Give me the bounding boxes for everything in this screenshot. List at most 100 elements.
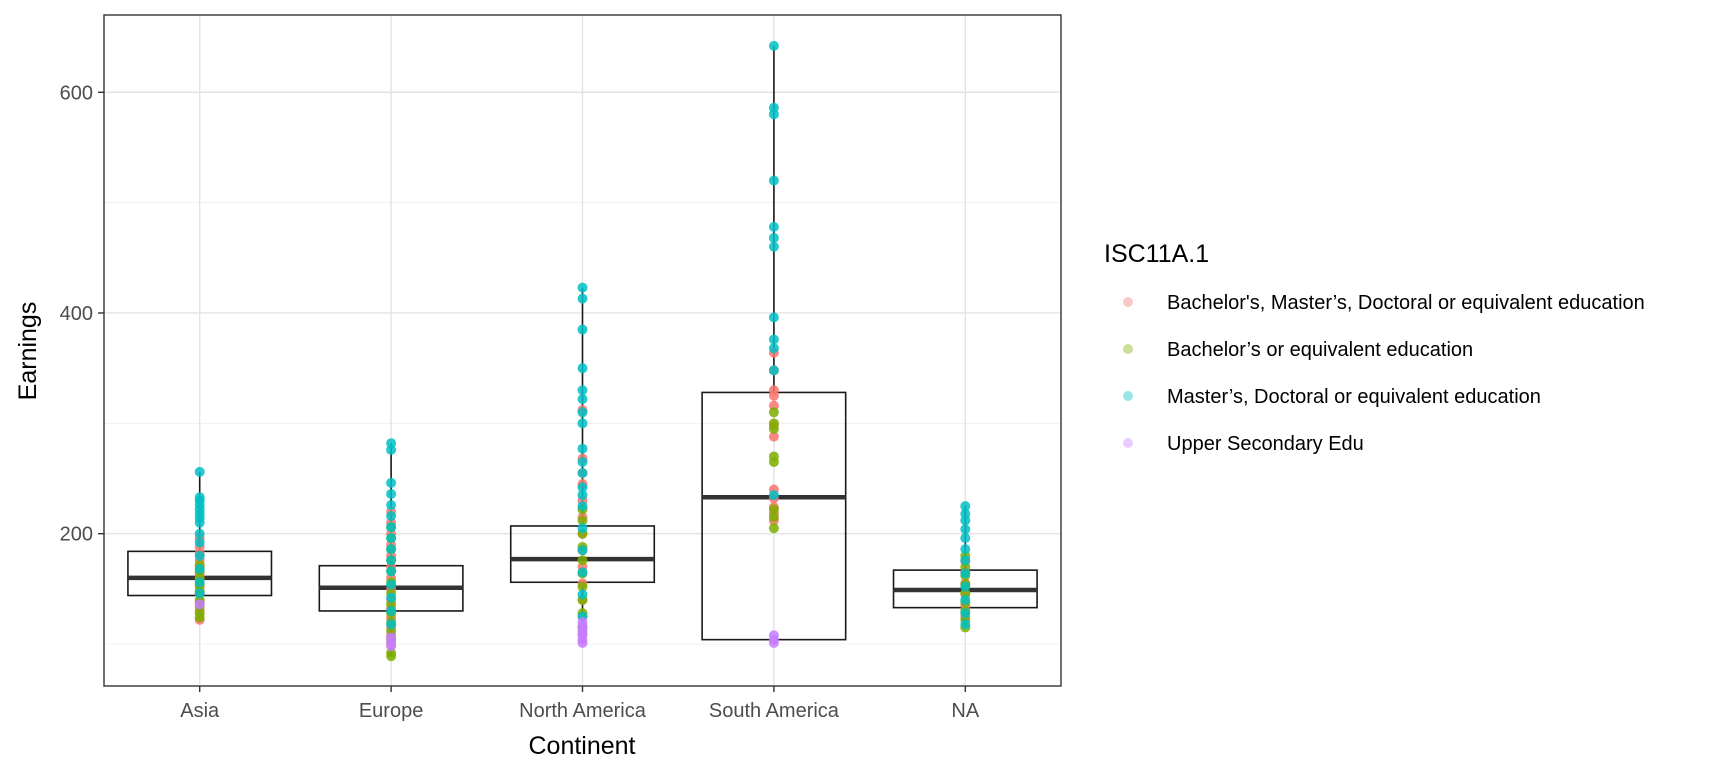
data-point	[768, 512, 779, 523]
x-tick-label: NA	[951, 700, 979, 722]
data-point	[960, 501, 971, 512]
data-point	[577, 545, 588, 556]
data-point	[194, 564, 205, 575]
data-point	[194, 537, 205, 548]
data-point	[386, 579, 397, 590]
axis-layer: 200 400 600 Asia Europe North America South Am…	[60, 14, 1062, 722]
data-point	[768, 175, 779, 186]
data-point	[768, 523, 779, 534]
legend-entry: Upper Secondary Edu	[1123, 433, 1364, 455]
data-point	[194, 528, 205, 539]
data-point	[194, 466, 205, 477]
data-point	[960, 568, 971, 579]
legend-label: Master’s, Doctoral or equivalent educati…	[1167, 386, 1541, 408]
data-point	[960, 594, 971, 605]
data-point	[386, 438, 397, 449]
data-point	[768, 630, 779, 641]
data-point	[577, 523, 588, 534]
y-tick-label: 400	[60, 303, 93, 325]
data-point	[194, 599, 205, 610]
legend-key	[1123, 438, 1133, 448]
data-point	[577, 385, 588, 396]
data-point	[194, 492, 205, 503]
data-point	[577, 515, 588, 526]
data-point	[960, 508, 971, 519]
y-axis-title: Earnings	[14, 302, 42, 401]
legend-entry: Bachelor's, Master’s, Doctoral or equiva…	[1123, 292, 1645, 314]
data-point	[577, 468, 588, 479]
legend-key	[1123, 344, 1133, 354]
data-point	[194, 577, 205, 588]
data-point	[194, 550, 205, 561]
points-layer	[194, 40, 971, 662]
data-point	[577, 443, 588, 454]
data-point	[768, 221, 779, 232]
data-point	[768, 343, 779, 354]
legend-key	[1123, 297, 1133, 307]
x-tick-label: South America	[709, 700, 840, 722]
legend-label: Upper Secondary Edu	[1167, 433, 1364, 455]
data-point	[386, 592, 397, 603]
data-point	[960, 608, 971, 619]
data-point	[960, 544, 971, 555]
data-point	[386, 533, 397, 544]
data-point	[577, 407, 588, 418]
data-point	[577, 501, 588, 512]
data-point	[768, 102, 779, 113]
data-point	[960, 581, 971, 592]
data-point	[386, 555, 397, 566]
data-point	[577, 555, 588, 566]
data-point	[768, 418, 779, 429]
data-point	[577, 589, 588, 600]
data-point	[386, 500, 397, 511]
legend-title: ISC11A.1	[1104, 240, 1209, 268]
data-point	[768, 490, 779, 501]
data-point	[768, 407, 779, 418]
legend-entries: Bachelor's, Master’s, Doctoral or equiva…	[1123, 292, 1645, 455]
legend-entry: Master’s, Doctoral or equivalent educati…	[1123, 386, 1541, 408]
data-point	[577, 567, 588, 578]
data-point	[386, 544, 397, 555]
data-point	[768, 504, 779, 515]
data-point	[768, 431, 779, 442]
data-point	[960, 555, 971, 566]
data-point	[577, 482, 588, 493]
data-point	[386, 488, 397, 499]
data-point	[386, 511, 397, 522]
data-point	[577, 282, 588, 293]
data-point	[386, 605, 397, 616]
data-point	[577, 418, 588, 429]
data-point	[386, 632, 397, 643]
data-point	[386, 522, 397, 533]
data-point	[194, 588, 205, 599]
y-tick-label: 600	[60, 82, 93, 104]
data-point	[577, 394, 588, 405]
x-tick-label: Asia	[180, 700, 220, 722]
data-point	[386, 477, 397, 488]
data-point	[960, 619, 971, 630]
legend-label: Bachelor’s or equivalent education	[1167, 339, 1473, 361]
x-axis-title: Continent	[528, 732, 635, 760]
data-point	[768, 312, 779, 323]
data-point	[386, 566, 397, 577]
data-point	[577, 324, 588, 335]
data-point	[768, 241, 779, 252]
legend: ISC11A.1 Bachelor's, Master’s, Doctoral …	[1104, 240, 1645, 455]
data-point	[577, 363, 588, 374]
data-point	[768, 334, 779, 345]
data-point	[577, 293, 588, 304]
data-point	[768, 40, 779, 51]
data-point	[960, 533, 971, 544]
data-point	[768, 232, 779, 243]
data-point	[768, 451, 779, 462]
data-point	[768, 385, 779, 396]
legend-key	[1123, 391, 1133, 401]
data-point	[960, 524, 971, 535]
legend-entry: Bachelor’s or equivalent education	[1123, 339, 1473, 361]
x-tick-label: Europe	[359, 700, 424, 722]
data-point	[386, 619, 397, 630]
data-point	[577, 490, 588, 501]
data-point	[577, 456, 588, 467]
